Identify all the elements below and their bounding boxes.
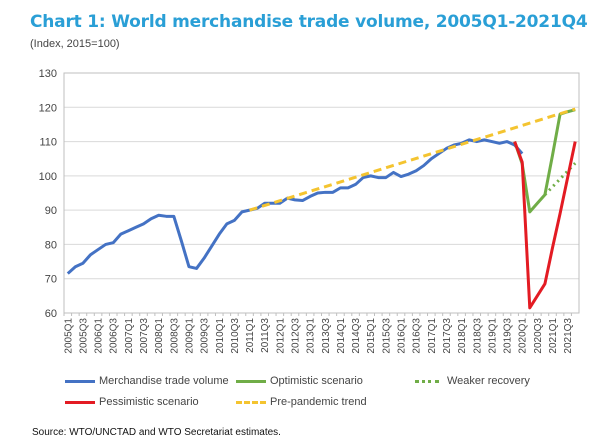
x-tick-label: 2007Q3 — [139, 318, 150, 354]
x-tick-label: 2010Q1 — [215, 318, 226, 354]
legend-item-optimistic: Optimistic scenario — [236, 375, 363, 387]
legend-item-weaker: Weaker recovery — [415, 375, 530, 387]
y-tick-label: 90 — [45, 205, 57, 217]
x-tick-label: 2016Q3 — [412, 318, 423, 354]
y-tick-label: 130 — [39, 68, 57, 80]
legend-label: Merchandise trade volume — [99, 375, 229, 387]
chart-subtitle: (Index, 2015=100) — [30, 38, 120, 50]
x-tick-label: 2011Q1 — [245, 318, 256, 353]
x-tick-label: 2006Q3 — [109, 318, 120, 354]
x-tick-label: 2017Q1 — [427, 318, 438, 354]
x-tick-label: 2015Q1 — [366, 318, 377, 354]
legend-item-trend: Pre-pandemic trend — [236, 396, 367, 408]
x-tick-label: 2005Q3 — [78, 318, 89, 354]
legend-item-pessimistic: Pessimistic scenario — [65, 396, 199, 408]
x-tick-label: 2008Q3 — [169, 318, 180, 354]
x-tick-label: 2006Q1 — [94, 318, 105, 354]
legend-swatch — [415, 379, 439, 383]
legend-label: Pessimistic scenario — [99, 396, 199, 408]
chart-title: Chart 1: World merchandise trade volume,… — [30, 12, 588, 32]
legend-swatch — [236, 400, 266, 404]
x-tick-label: 2005Q1 — [63, 318, 74, 354]
x-tick-label: 2018Q1 — [457, 318, 468, 354]
y-tick-label: 100 — [39, 171, 57, 183]
x-tick-label: 2016Q1 — [397, 318, 408, 354]
y-tick-label: 120 — [39, 102, 57, 114]
legend-item-merchandise: Merchandise trade volume — [65, 375, 229, 387]
y-tick-label: 70 — [45, 274, 57, 286]
x-tick-label: 2012Q3 — [290, 318, 301, 354]
x-tick-label: 2017Q3 — [442, 318, 453, 354]
series-pre-pandemic-trend-line — [249, 107, 576, 212]
series-pessimistic-scenario-line — [513, 141, 577, 310]
x-tick-label: 2014Q3 — [351, 318, 362, 354]
x-tick-label: 2021Q1 — [548, 318, 559, 354]
legend-label: Pre-pandemic trend — [270, 396, 367, 408]
x-tick-label: 2009Q3 — [200, 318, 211, 354]
legend-swatch — [65, 379, 95, 383]
x-tick-label: 2015Q3 — [381, 318, 392, 354]
x-tick-label: 2019Q1 — [487, 318, 498, 354]
legend-label: Optimistic scenario — [270, 375, 363, 387]
x-tick-label: 2013Q1 — [306, 318, 317, 354]
x-tick-label: 2020Q3 — [533, 318, 544, 354]
legend-label: Weaker recovery — [447, 375, 530, 387]
x-tick-label: 2013Q3 — [321, 318, 332, 354]
x-tick-label: 2021Q3 — [563, 318, 574, 354]
x-tick-label: 2007Q1 — [124, 318, 135, 354]
x-tick-label: 2009Q1 — [184, 318, 195, 354]
legend-swatch — [65, 400, 95, 404]
x-tick-label: 2008Q1 — [154, 318, 165, 354]
x-tick-label: 2019Q3 — [503, 318, 514, 354]
source-note: Source: WTO/UNCTAD and WTO Secretariat e… — [32, 427, 281, 438]
x-tick-label: 2014Q1 — [336, 318, 347, 354]
x-tick-label: 2012Q1 — [275, 318, 286, 354]
y-tick-label: 60 — [45, 308, 57, 320]
y-tick-label: 110 — [39, 137, 57, 149]
x-tick-label: 2010Q3 — [230, 318, 241, 354]
series-merchandise-trade-volume-line — [66, 138, 524, 275]
legend-swatch — [236, 379, 266, 383]
x-tick-label: 2020Q1 — [518, 318, 529, 354]
x-tick-label: 2018Q3 — [472, 318, 483, 354]
x-tick-label: 2011Q3 — [260, 318, 271, 353]
y-tick-label: 80 — [45, 239, 57, 251]
